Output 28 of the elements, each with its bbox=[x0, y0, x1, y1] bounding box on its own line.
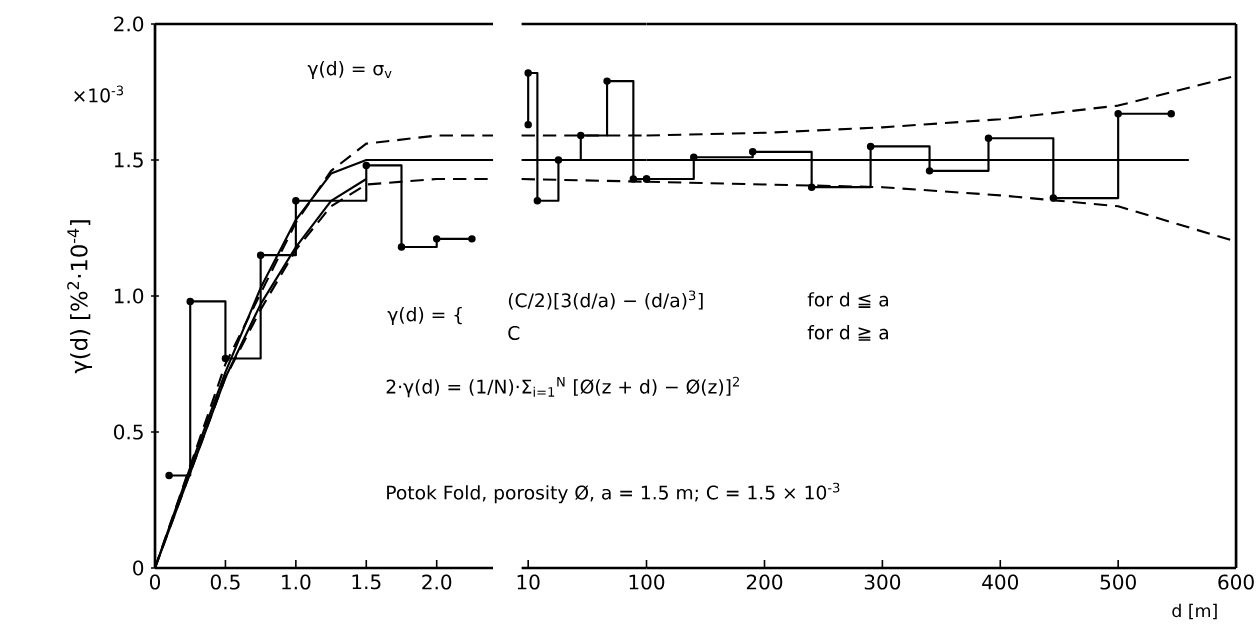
x-tick-label: 10 bbox=[517, 574, 540, 590]
x-tick-label: 2.0 bbox=[422, 574, 452, 590]
x-axis-title: d [m] bbox=[1172, 603, 1217, 620]
x-tick-label: 1.0 bbox=[282, 574, 311, 590]
text: C bbox=[508, 325, 520, 341]
y-tick-label: 1.5 bbox=[114, 152, 143, 168]
annotation: γ(d) = σ$_{v}$ bbox=[307, 60, 392, 80]
y-tick-label: 0.5 bbox=[114, 424, 143, 440]
x-tick-label: 600 bbox=[1218, 574, 1254, 590]
y-tick-label: 1.0 bbox=[114, 288, 144, 304]
x-tick-label: 1.5 bbox=[352, 574, 381, 590]
annotation: Potok Fold, porosity Ø, a = 1.5 m; C = 1.5 × 10$^{-3}$ bbox=[387, 482, 840, 504]
x-tick-label: 200 bbox=[746, 574, 783, 590]
x-tick-label: 500 bbox=[1100, 574, 1136, 590]
annotation: for d ≧ a bbox=[807, 325, 888, 341]
annotation: 2·γ(d) = (1/N)·Σ$_{i=1}$$^{N}$ [Ø(z + d) − Ø(z)]$^{2}$ bbox=[386, 376, 739, 398]
annotation: (C/2)[3(d/a) − (d/a)$^{3}$] bbox=[508, 290, 703, 310]
text: ×10$^{-3}$ bbox=[74, 85, 124, 103]
annotation: for d ≦ a bbox=[807, 292, 888, 308]
x-tick-label: 400 bbox=[982, 574, 1019, 590]
annotation: γ(d) = { bbox=[387, 306, 462, 326]
x-tick-label: 0.5 bbox=[210, 574, 240, 590]
x-tick-label: 100 bbox=[629, 574, 665, 590]
x-tick-label: 300 bbox=[864, 574, 901, 590]
x-tick-label: 0 bbox=[149, 574, 161, 590]
y-tick-label: 0 bbox=[133, 560, 144, 576]
y-tick-label: 2.0 bbox=[114, 16, 144, 32]
y-axis-title: γ(d) [%$^{2}$·10$^{-4}$] bbox=[67, 220, 92, 374]
